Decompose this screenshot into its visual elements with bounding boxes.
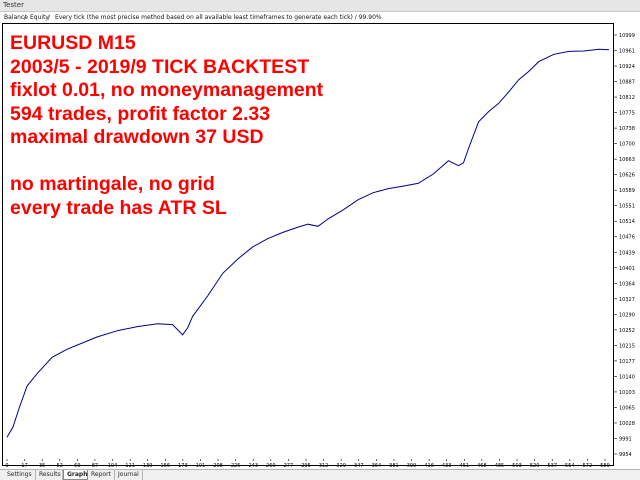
- x-tick-label: 589: [600, 463, 610, 469]
- y-tick-label: 10140: [619, 374, 635, 380]
- y-tick-label: 10663: [619, 157, 635, 163]
- y-tick-label: 10700: [619, 142, 635, 148]
- legend-separator: /: [24, 14, 27, 21]
- y-tick-label: 10589: [619, 188, 635, 194]
- x-tick-label: 139: [143, 463, 153, 469]
- y-tick-label: 10103: [619, 390, 635, 396]
- x-tick-label: 572: [583, 463, 593, 469]
- x-tick-label: 503: [512, 463, 522, 469]
- x-tick-label: 260: [266, 463, 276, 469]
- x-tick-label: 364: [372, 463, 382, 469]
- x-tick-label: 243: [248, 463, 258, 469]
- x-tick-label: 329: [336, 463, 346, 469]
- model-description: Every tick (the most precise method base…: [55, 14, 382, 21]
- x-tick-label: 173: [178, 463, 188, 469]
- y-tick-label: 10439: [619, 250, 635, 256]
- x-tick-label: 87: [92, 463, 98, 469]
- y-axis: 10999 10961 10924 10887 10812 10775 10738 10700…: [614, 23, 640, 466]
- x-axis: 0 17 35 52 69 87 104 121 139 156 173 191 208 225 243 26…: [2, 459, 614, 469]
- window-titlebar: Tester: [0, 0, 640, 12]
- y-tick-label: 10476: [619, 235, 635, 241]
- balance-chart[interactable]: [2, 23, 614, 466]
- x-tick-label: 416: [424, 463, 434, 469]
- y-tick-label: 10626: [619, 173, 635, 179]
- x-tick-label: 191: [196, 463, 206, 469]
- y-tick-label: 10215: [619, 343, 635, 349]
- y-tick-label: 10327: [619, 297, 635, 303]
- y-tick-label: 10551: [619, 204, 635, 210]
- equity-label: Equity: [30, 14, 49, 21]
- x-tick-label: 295: [301, 463, 311, 469]
- y-tick-label: 10775: [619, 111, 635, 117]
- y-tick-label: 10961: [619, 49, 635, 55]
- y-tick-label: 10812: [619, 95, 635, 101]
- x-tick-label: 485: [495, 463, 505, 469]
- legend-separator: /: [48, 14, 51, 21]
- tab-graph[interactable]: Graph: [63, 470, 88, 480]
- x-tick-label: 399: [407, 463, 417, 469]
- x-tick-label: 208: [213, 463, 223, 469]
- tab-report[interactable]: Report: [88, 470, 115, 480]
- x-tick-label: 35: [39, 463, 45, 469]
- x-tick-label: 0: [5, 463, 8, 469]
- y-tick-label: 10738: [619, 126, 635, 132]
- x-tick-label: 312: [319, 463, 329, 469]
- window-title: Tester: [3, 1, 24, 9]
- x-tick-label: 121: [125, 463, 135, 469]
- balance-series-line: [6, 48, 610, 438]
- y-tick-label: 10065: [619, 405, 635, 411]
- y-tick-label: 10028: [619, 421, 635, 427]
- y-tick-label: 10924: [619, 64, 635, 70]
- x-tick-label: 554: [565, 463, 575, 469]
- x-tick-label: 225: [231, 463, 241, 469]
- balance-label: Balance: [4, 14, 28, 21]
- x-tick-label: 433: [442, 463, 452, 469]
- y-tick-label: 10364: [619, 281, 635, 287]
- x-tick-label: 52: [57, 463, 63, 469]
- y-tick-label: 10401: [619, 266, 635, 272]
- x-tick-label: 156: [161, 463, 171, 469]
- y-tick-label: 10177: [619, 359, 635, 365]
- y-tick-label: 10252: [619, 328, 635, 334]
- tab-journal[interactable]: Journal: [115, 470, 143, 480]
- x-tick-label: 347: [354, 463, 364, 469]
- x-tick-label: 451: [460, 463, 470, 469]
- x-tick-label: 468: [477, 463, 487, 469]
- x-tick-label: 69: [74, 463, 80, 469]
- tab-settings[interactable]: Settings: [4, 470, 36, 480]
- tester-tab-bar: Settings Results Graph Report Journal: [0, 469, 640, 480]
- tab-results[interactable]: Results: [36, 470, 63, 480]
- y-tick-label: 9954: [619, 452, 632, 458]
- balance-plot: [6, 48, 610, 438]
- x-tick-label: 537: [547, 463, 557, 469]
- chart-info-bar: Balance / Equity / Every tick (the most …: [0, 12, 640, 23]
- y-tick-label: 10887: [619, 80, 635, 86]
- x-tick-label: 17: [21, 463, 27, 469]
- y-tick-label: 9991: [619, 436, 632, 442]
- x-tick-label: 381: [389, 463, 399, 469]
- y-tick-label: 10514: [619, 219, 635, 225]
- y-tick-label: 10290: [619, 312, 635, 318]
- y-tick-label: 10999: [619, 33, 635, 39]
- x-tick-label: 104: [108, 463, 118, 469]
- x-tick-label: 277: [284, 463, 294, 469]
- x-tick-label: 520: [530, 463, 540, 469]
